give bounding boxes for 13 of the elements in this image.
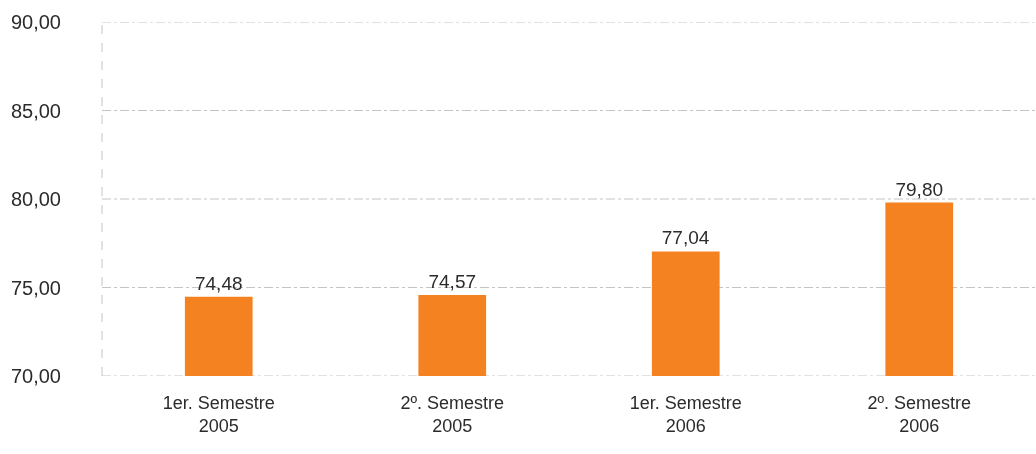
data-label: 77,04: [661, 227, 710, 249]
x-tick-label: 1er. Semestre 2005: [162, 393, 275, 437]
x-tick-label: 2º. Semestre 2006: [867, 393, 972, 437]
data-label: 79,80: [895, 178, 944, 200]
y-tick-label: 75,00: [10, 276, 61, 299]
y-tick-label: 90,00: [10, 11, 61, 33]
y-tick-label: 70,00: [10, 365, 61, 387]
y-tick-label: 80,00: [10, 188, 61, 210]
y-tick-label: 85,00: [10, 99, 61, 122]
data-label: 74,57: [428, 271, 477, 293]
x-tick-label: 1er. Semestre 2006: [629, 393, 742, 437]
x-tick-label: 2º. Semestre 2005: [400, 393, 505, 437]
data-label: 74,48: [194, 272, 243, 294]
